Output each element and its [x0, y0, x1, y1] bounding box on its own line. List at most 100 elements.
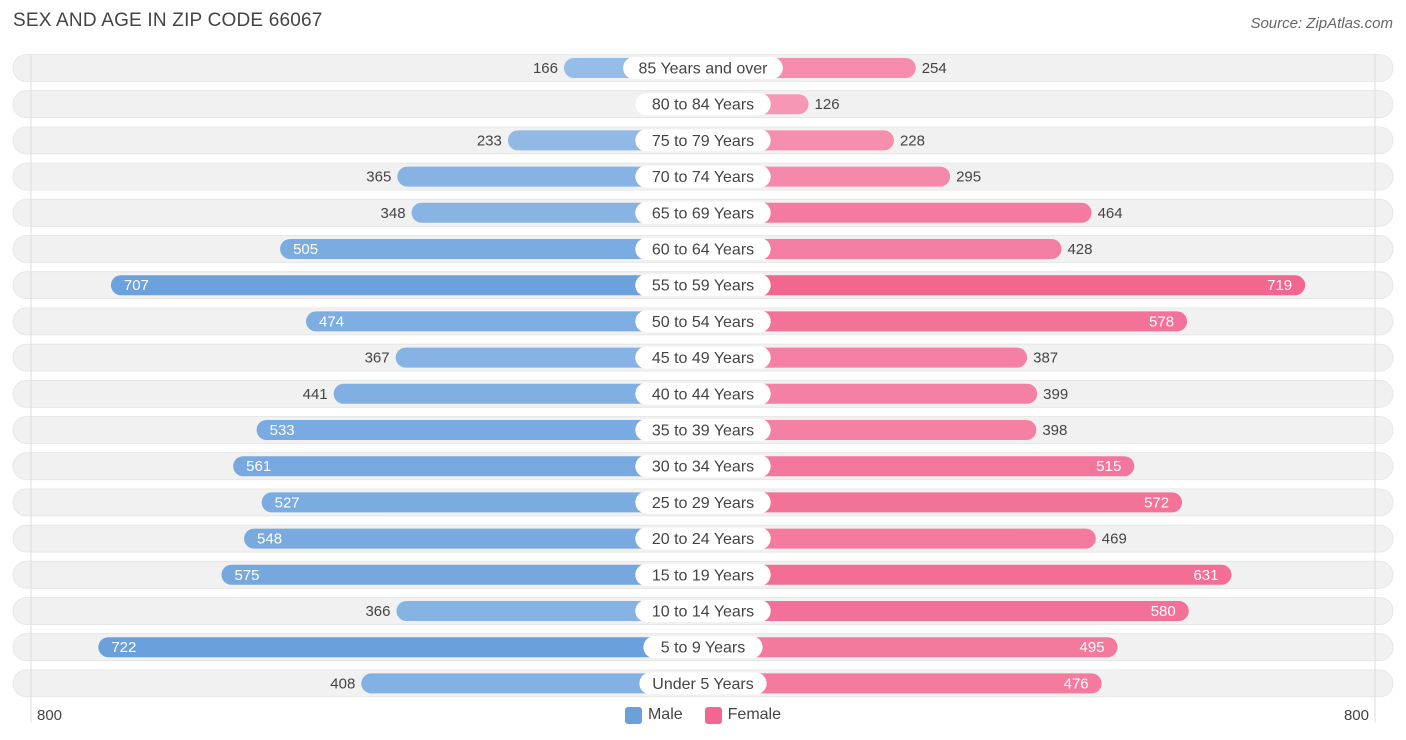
female-value-label: 399 [1043, 386, 1068, 403]
female-value-label: 428 [1067, 241, 1092, 258]
female-bar [703, 456, 1135, 477]
female-value-label: 126 [815, 96, 840, 113]
legend-swatch-female [704, 706, 722, 724]
female-value-label: 578 [1149, 313, 1174, 330]
category-label: 80 to 84 Years [652, 97, 754, 114]
female-value-label: 580 [1151, 603, 1176, 620]
male-value-label: 367 [365, 350, 390, 367]
category-label: 45 to 49 Years [652, 350, 754, 367]
category-label: 20 to 24 Years [652, 531, 754, 548]
male-value-label: 707 [124, 277, 149, 294]
male-bar [333, 383, 703, 404]
chart-title: SEX AND AGE IN ZIP CODE 66067 [13, 10, 323, 31]
female-bar [703, 383, 1038, 404]
male-value-label: 561 [246, 458, 271, 475]
male-bar [261, 492, 703, 513]
female-bar [703, 564, 1232, 585]
category-pill [643, 636, 763, 659]
category-label: 60 to 64 Years [652, 242, 754, 259]
male-value-label: 441 [303, 386, 328, 403]
female-bar [703, 420, 1037, 440]
category-pill [635, 93, 771, 116]
male-bar [110, 275, 703, 296]
category-pill [635, 165, 771, 188]
male-bar [98, 637, 703, 658]
male-value-label: 527 [275, 494, 300, 511]
male-bar [221, 564, 703, 585]
female-value-label: 464 [1098, 205, 1123, 222]
male-value-label: 505 [293, 241, 318, 258]
male-value-label: 366 [365, 603, 390, 620]
male-value-label: 548 [257, 531, 282, 548]
category-label: 75 to 79 Years [652, 133, 754, 150]
female-value-label: 295 [956, 169, 981, 186]
male-value-label: 365 [366, 169, 391, 186]
category-pill [635, 455, 771, 478]
male-value-label: 533 [270, 422, 295, 439]
female-value-label: 495 [1080, 639, 1105, 656]
male-value-label: 722 [111, 639, 136, 656]
male-bar [396, 601, 703, 621]
source-label: Source: ZipAtlas.com [1250, 15, 1393, 32]
legend-item-female[interactable]: Female [704, 706, 781, 724]
male-bar [244, 528, 704, 549]
female-bar [703, 275, 1306, 296]
axis-left-label: 800 [37, 707, 63, 724]
category-label: 25 to 29 Years [652, 495, 754, 512]
category-label: 50 to 54 Years [652, 314, 754, 331]
female-bar [703, 528, 1096, 549]
female-bar [703, 637, 1118, 658]
male-value-label: 233 [477, 132, 502, 149]
female-bar [703, 311, 1188, 332]
category-pill [635, 563, 771, 586]
male-value-label: 408 [330, 675, 355, 692]
male-bar [280, 239, 703, 259]
female-value-label: 387 [1033, 350, 1058, 367]
female-value-label: 476 [1064, 675, 1089, 692]
category-label: 85 Years and over [639, 61, 769, 78]
category-pill [635, 491, 771, 514]
female-bar [703, 673, 1102, 694]
category-pill [623, 57, 783, 79]
male-bar [411, 202, 703, 223]
category-label: 55 to 59 Years [652, 278, 754, 295]
category-label: 10 to 14 Years [652, 604, 754, 621]
female-value-label: 515 [1096, 458, 1121, 475]
category-label: Under 5 Years [652, 676, 753, 693]
category-pill [635, 129, 771, 152]
category-label: 15 to 19 Years [652, 567, 754, 584]
category-pill [635, 527, 771, 550]
female-value-label: 228 [900, 132, 925, 149]
male-bar [233, 456, 703, 477]
female-bar [703, 492, 1183, 513]
female-value-label: 719 [1267, 277, 1292, 294]
legend-label-male: Male [647, 706, 683, 723]
category-label: 30 to 34 Years [652, 459, 754, 476]
female-value-label: 469 [1102, 531, 1127, 548]
axis-right-label: 800 [1343, 707, 1369, 724]
category-pill [635, 419, 771, 441]
category-label: 40 to 44 Years [652, 386, 754, 403]
female-value-label: 572 [1144, 494, 1169, 511]
category-pill [635, 238, 771, 260]
female-value-label: 631 [1193, 567, 1218, 584]
female-bar [703, 239, 1062, 259]
female-value-label: 254 [922, 60, 947, 77]
male-value-label: 474 [319, 313, 344, 330]
female-bar [703, 601, 1189, 621]
male-bar [306, 311, 703, 332]
category-label: 5 to 9 Years [661, 640, 746, 657]
legend-item-male[interactable]: Male [624, 706, 683, 724]
category-pill [635, 201, 771, 224]
category-label: 65 to 69 Years [652, 205, 754, 222]
male-value-label: 575 [234, 567, 259, 584]
category-label: 70 to 74 Years [652, 169, 754, 186]
female-value-label: 398 [1042, 422, 1067, 439]
category-pill [635, 346, 771, 369]
category-pill [635, 310, 771, 333]
male-bar [395, 347, 703, 368]
category-pill [639, 672, 767, 695]
category-pill [635, 600, 771, 622]
legend: Male Female [0, 706, 1406, 724]
